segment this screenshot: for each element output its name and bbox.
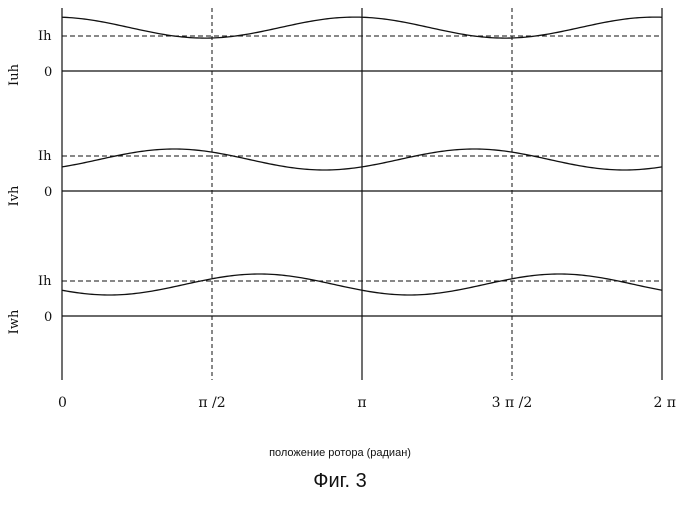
zero-label-iuh: 0: [44, 65, 52, 80]
series-label-ivh: Ivh: [7, 185, 22, 206]
ih-label-iuh: Ih: [38, 29, 52, 44]
ih-label-iwh: Ih: [38, 274, 52, 289]
zero-label-iwh: 0: [44, 310, 52, 325]
x-tick-label-5: 2 π: [653, 395, 676, 411]
ih-label-ivh: Ih: [38, 149, 52, 164]
figure-caption: Фиг. 3: [0, 470, 680, 493]
x-axis-label: положение ротора (радиан): [0, 447, 680, 459]
series-label-iwh: Iwh: [7, 309, 22, 334]
zero-label-ivh: 0: [44, 185, 52, 200]
x-tick-label-3: π: [357, 395, 366, 411]
x-tick-label-4: 3 π /2: [492, 395, 533, 411]
x-tick-label-1: 0: [58, 395, 67, 411]
series-label-iuh: Iuh: [7, 63, 22, 86]
x-tick-label-2: π /2: [198, 395, 225, 411]
